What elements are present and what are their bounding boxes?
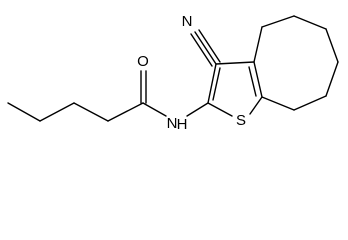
bond [107,102,144,122]
atom-label: N [167,115,178,132]
atom-label: O [137,53,149,70]
atom-label: S [236,112,246,129]
bond [293,15,327,30]
bond [207,63,217,104]
bond [325,28,339,63]
bond [261,15,295,28]
atom-label: N [182,13,193,30]
bond [215,61,255,65]
bond [73,102,109,122]
bond [212,67,221,101]
bond [190,33,213,67]
bond [7,102,41,122]
bond [253,61,263,98]
bond [261,96,295,111]
bond [186,102,209,117]
bond [142,102,167,117]
bond [248,66,257,97]
bond [198,29,221,63]
page: N O N H S (() => { const data = JSON.par… [7,12,339,133]
bond [293,95,327,111]
bond [253,26,263,63]
atom-label: H [177,116,188,133]
bond [207,102,233,117]
bond [39,102,75,122]
bond [194,31,217,65]
bond [325,61,339,97]
bonds [7,15,339,122]
bond [249,96,263,115]
molecule: N O N H S [7,13,339,133]
